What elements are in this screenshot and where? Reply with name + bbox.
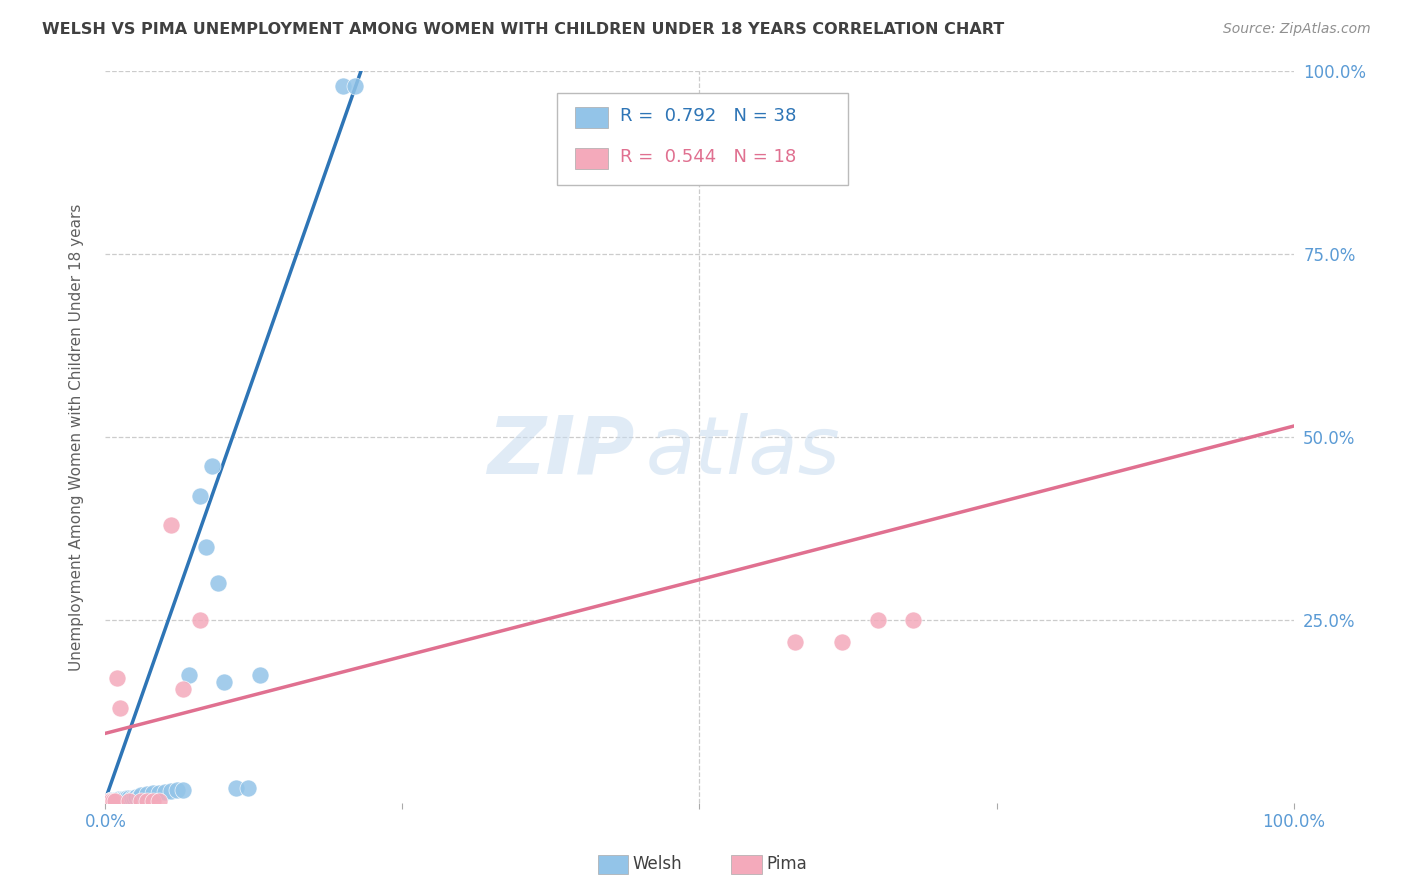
Point — [172, 682, 194, 697]
Point — [343, 78, 366, 93]
Point — [148, 794, 170, 808]
Point — [866, 613, 889, 627]
Point — [107, 792, 129, 806]
Point — [104, 793, 127, 807]
Point — [105, 672, 128, 686]
Bar — [575, 107, 607, 128]
Point — [136, 794, 159, 808]
Point — [201, 459, 224, 474]
Point — [195, 540, 218, 554]
Point — [249, 667, 271, 681]
Text: ZIP: ZIP — [486, 413, 634, 491]
Point — [101, 794, 124, 808]
Point — [172, 782, 194, 797]
Point — [118, 791, 141, 805]
Point — [108, 793, 131, 807]
FancyBboxPatch shape — [557, 94, 848, 185]
Text: R =  0.792   N = 38: R = 0.792 N = 38 — [620, 107, 796, 125]
Point — [831, 635, 853, 649]
Point — [159, 784, 181, 798]
Point — [121, 790, 143, 805]
Point — [98, 794, 121, 808]
Point — [115, 791, 138, 805]
Point — [190, 613, 212, 627]
Point — [104, 794, 127, 808]
Point — [100, 793, 122, 807]
Text: atlas: atlas — [645, 413, 841, 491]
Point — [903, 613, 925, 627]
Point — [111, 792, 134, 806]
Text: Welsh: Welsh — [633, 855, 682, 873]
Point — [100, 794, 122, 808]
Point — [129, 794, 152, 808]
Point — [110, 793, 132, 807]
Point — [103, 794, 125, 808]
Text: Pima: Pima — [766, 855, 807, 873]
Text: R =  0.544   N = 18: R = 0.544 N = 18 — [620, 148, 796, 166]
Point — [207, 576, 229, 591]
Point — [153, 785, 176, 799]
Point — [98, 794, 121, 808]
Point — [142, 794, 165, 808]
Point — [129, 789, 152, 803]
Point — [214, 675, 236, 690]
Point — [148, 786, 170, 800]
Point — [332, 78, 354, 93]
Point — [142, 786, 165, 800]
Point — [128, 789, 150, 804]
Bar — [575, 148, 607, 169]
Point — [190, 489, 212, 503]
Point — [177, 667, 200, 681]
Point — [225, 781, 247, 796]
Text: Source: ZipAtlas.com: Source: ZipAtlas.com — [1223, 22, 1371, 37]
Point — [114, 792, 136, 806]
Point — [112, 793, 135, 807]
Point — [166, 783, 188, 797]
Point — [783, 635, 806, 649]
Point — [105, 794, 128, 808]
Text: WELSH VS PIMA UNEMPLOYMENT AMONG WOMEN WITH CHILDREN UNDER 18 YEARS CORRELATION : WELSH VS PIMA UNEMPLOYMENT AMONG WOMEN W… — [42, 22, 1004, 37]
Point — [125, 789, 148, 804]
Point — [105, 794, 128, 808]
Point — [122, 790, 145, 805]
Y-axis label: Unemployment Among Women with Children Under 18 years: Unemployment Among Women with Children U… — [69, 203, 84, 671]
Point — [108, 700, 131, 714]
Point — [136, 787, 159, 801]
Point — [118, 794, 141, 808]
Point — [159, 517, 181, 532]
Point — [236, 781, 259, 796]
Point — [101, 794, 124, 808]
